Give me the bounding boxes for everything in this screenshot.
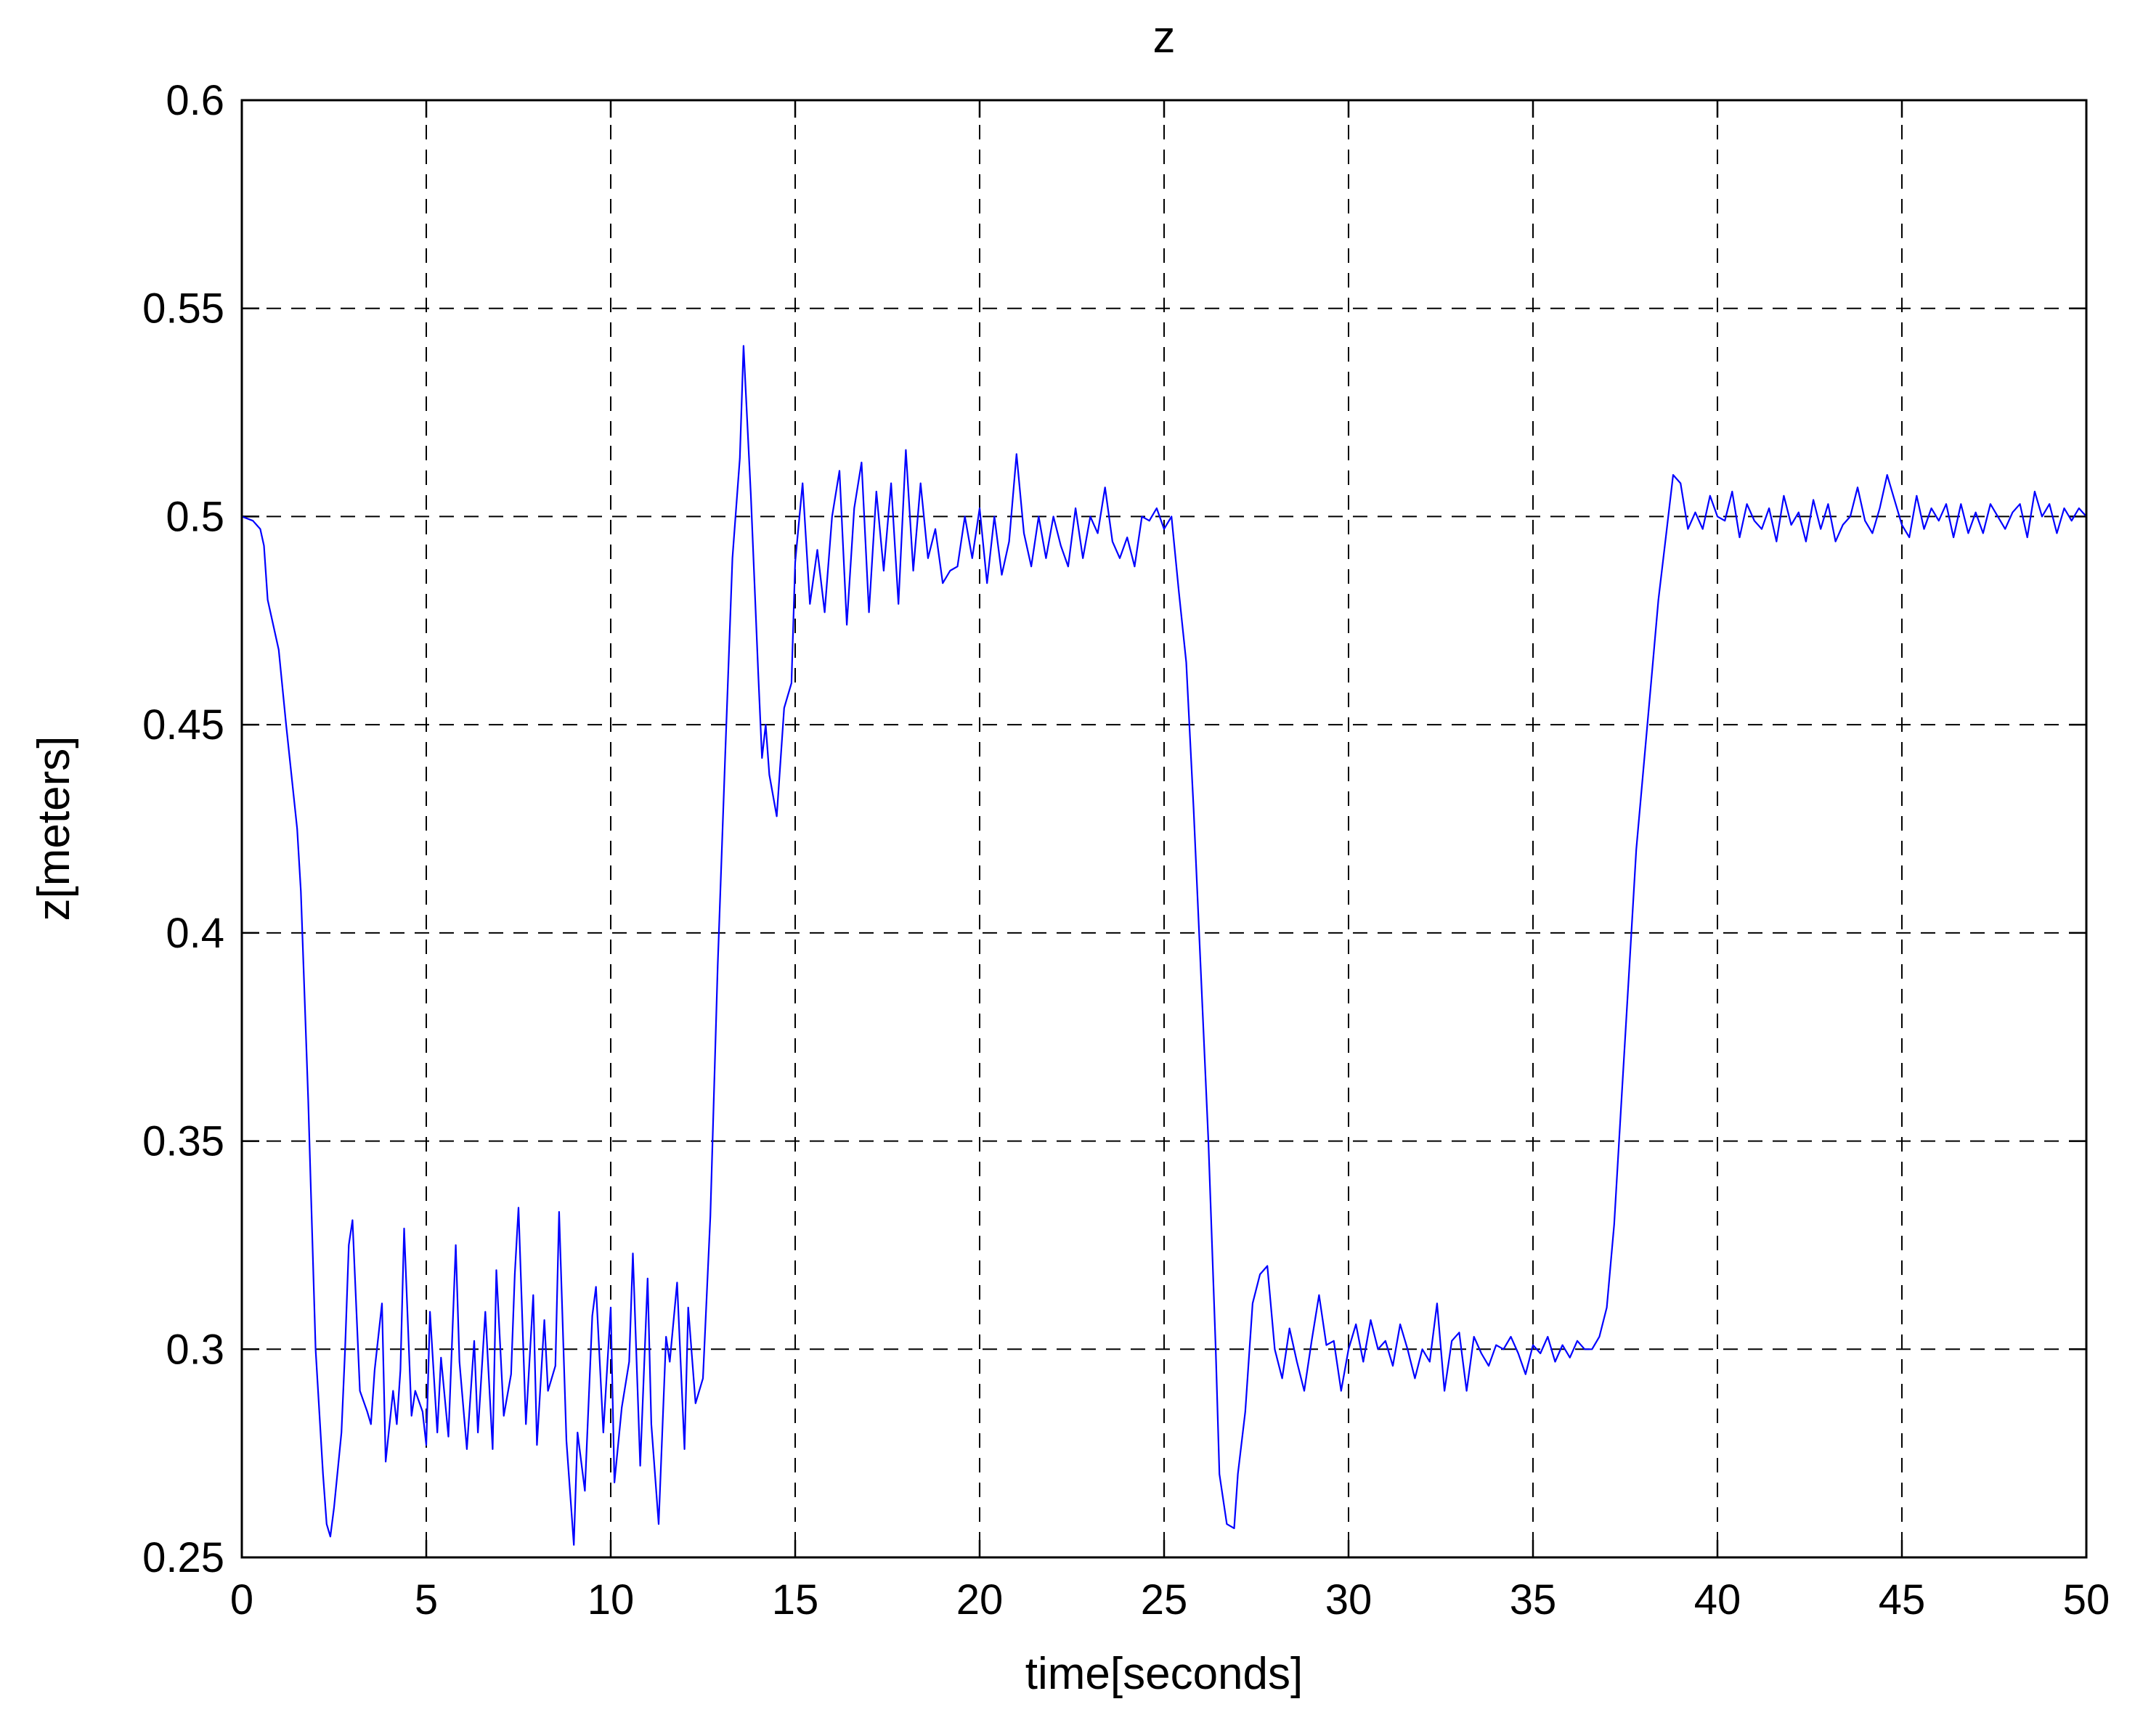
x-tick-label: 50 (2063, 1576, 2110, 1623)
series-line-z (241, 345, 2087, 1546)
y-tick-label: 0.55 (142, 285, 224, 333)
x-axis-label: time[seconds] (1025, 1649, 1304, 1699)
tick-labels: 0 5 10 15 20 25 30 35 40 45 50 0.25 0.3 0.35 0.4 0.45 0.… (142, 77, 2110, 1623)
x-tick-label: 30 (1325, 1576, 1372, 1623)
series-layer (241, 345, 2087, 1546)
x-tick-label: 20 (956, 1576, 1004, 1623)
y-axis-label: z[meters] (29, 736, 79, 921)
y-tick-label: 0.3 (166, 1326, 224, 1373)
x-tick-label: 5 (415, 1576, 438, 1623)
x-tick-label: 15 (772, 1576, 819, 1623)
y-tick-label: 0.5 (166, 493, 224, 540)
y-tick-label: 0.45 (142, 701, 224, 749)
chart-title: z (1153, 12, 1176, 62)
y-tick-label: 0.25 (142, 1534, 224, 1581)
y-tick-label: 0.6 (166, 77, 224, 124)
x-tick-label: 10 (587, 1576, 635, 1623)
y-tick-label: 0.4 (166, 910, 224, 957)
x-tick-label: 0 (230, 1576, 253, 1623)
x-tick-label: 25 (1141, 1576, 1188, 1623)
x-tick-label: 45 (1879, 1576, 1926, 1623)
plot-frame (240, 99, 2088, 1559)
x-tick-label: 35 (1510, 1576, 1557, 1623)
y-tick-label: 0.35 (142, 1118, 224, 1165)
x-tick-label: 40 (1694, 1576, 1741, 1623)
